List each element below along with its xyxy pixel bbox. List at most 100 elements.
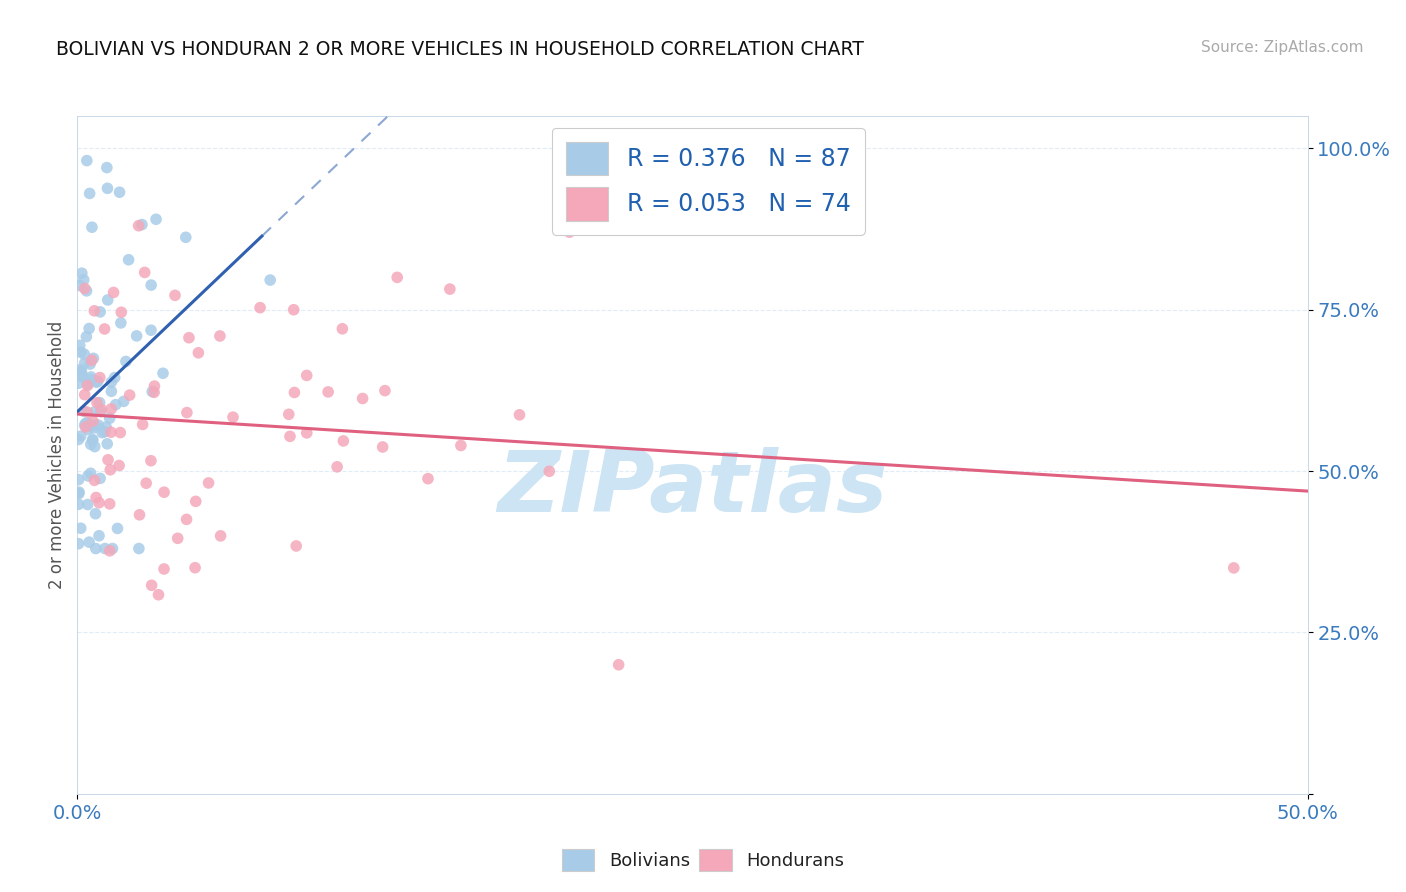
Point xyxy=(70,364,93,378)
Point xyxy=(80,220,103,235)
Point xyxy=(115,354,138,368)
Point xyxy=(82,434,104,448)
Point xyxy=(112,394,135,409)
Point xyxy=(73,404,96,418)
Point xyxy=(176,512,198,526)
Point xyxy=(75,329,97,343)
Point xyxy=(110,425,132,440)
Point xyxy=(332,434,354,448)
Point xyxy=(76,378,98,392)
Point xyxy=(82,414,104,428)
Point xyxy=(67,537,90,551)
Point xyxy=(84,376,107,390)
Point xyxy=(83,405,105,419)
Point xyxy=(371,440,394,454)
Point xyxy=(139,453,162,467)
Point xyxy=(69,521,91,535)
Point xyxy=(83,474,105,488)
Point xyxy=(79,467,101,481)
Point xyxy=(174,230,197,244)
Point xyxy=(208,329,231,343)
Point xyxy=(80,370,103,384)
Point xyxy=(439,282,461,296)
Point xyxy=(83,440,105,454)
Point xyxy=(72,370,94,384)
Point xyxy=(77,376,100,391)
Point xyxy=(352,392,374,406)
Point xyxy=(67,376,90,391)
Point xyxy=(295,368,318,383)
Point xyxy=(197,475,219,490)
Point xyxy=(145,212,167,227)
Point xyxy=(134,265,156,279)
Point xyxy=(73,281,96,295)
Legend: Bolivians, Hondurans: Bolivians, Hondurans xyxy=(555,842,851,879)
Point xyxy=(326,459,349,474)
Point xyxy=(77,469,100,483)
Point xyxy=(75,417,97,431)
Point xyxy=(128,508,150,522)
Point xyxy=(69,345,91,359)
Point xyxy=(135,476,157,491)
Point xyxy=(83,303,105,318)
Point xyxy=(450,438,472,452)
Point xyxy=(67,433,90,447)
Point xyxy=(141,278,163,293)
Point xyxy=(75,420,97,434)
Point xyxy=(153,485,176,500)
Point xyxy=(97,452,120,467)
Point xyxy=(70,368,93,382)
Point xyxy=(73,347,96,361)
Point xyxy=(125,329,148,343)
Point xyxy=(89,370,111,384)
Point xyxy=(80,372,103,386)
Point xyxy=(285,539,308,553)
Point xyxy=(163,288,186,302)
Point xyxy=(93,322,115,336)
Text: ZIPatlas: ZIPatlas xyxy=(498,447,887,531)
Point xyxy=(89,471,111,485)
Point xyxy=(100,384,122,399)
Point xyxy=(90,402,112,417)
Point xyxy=(76,416,98,430)
Point xyxy=(118,388,141,402)
Point xyxy=(87,418,110,433)
Point xyxy=(103,285,125,300)
Point xyxy=(283,302,305,317)
Point xyxy=(209,529,232,543)
Point xyxy=(100,375,122,389)
Point xyxy=(67,485,90,500)
Point xyxy=(152,366,174,380)
Point xyxy=(98,544,121,558)
Point xyxy=(84,418,107,433)
Point xyxy=(82,433,104,447)
Point xyxy=(67,497,90,511)
Point xyxy=(93,425,115,439)
Point xyxy=(73,356,96,370)
Point xyxy=(98,411,121,425)
Point xyxy=(139,323,162,337)
Point xyxy=(117,252,139,267)
Point xyxy=(278,429,301,443)
Point xyxy=(98,497,121,511)
Point xyxy=(107,521,129,535)
Point xyxy=(77,535,100,549)
Point xyxy=(316,384,339,399)
Point xyxy=(91,425,114,440)
Point xyxy=(69,362,91,376)
Point xyxy=(77,321,100,335)
Point xyxy=(1223,561,1246,575)
Point xyxy=(70,266,93,280)
Point xyxy=(558,225,581,239)
Point xyxy=(131,218,153,232)
Point xyxy=(128,219,150,233)
Point xyxy=(131,417,153,432)
Point xyxy=(148,588,170,602)
Point xyxy=(96,181,118,195)
Point xyxy=(97,293,120,307)
Point xyxy=(87,496,110,510)
Point xyxy=(69,338,91,352)
Point xyxy=(100,425,122,440)
Point xyxy=(94,541,117,556)
Point xyxy=(143,385,166,400)
